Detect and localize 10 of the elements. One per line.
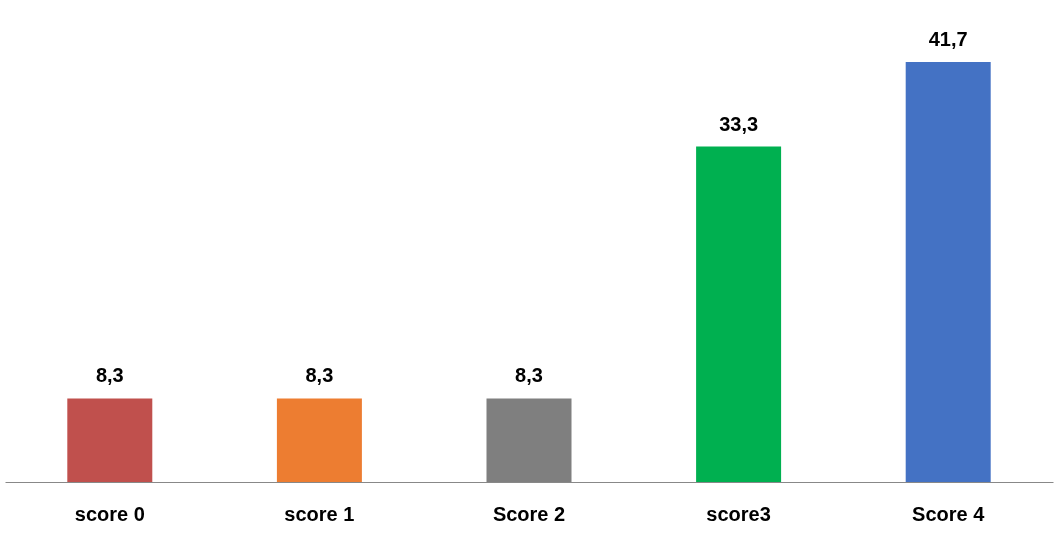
data-label: 41,7 (928, 28, 968, 50)
data-label: 8,3 (95, 364, 124, 387)
x-tick-label: Score 2 (492, 502, 566, 525)
x-tick-label: score3 (706, 502, 771, 525)
x-tick-label: score 1 (284, 502, 355, 525)
x-tick-label: score 0 (74, 502, 145, 525)
x-tick-label: Score 4 (912, 502, 986, 525)
data-label: 33,3 (719, 112, 759, 135)
data-label: 8,3 (515, 364, 543, 387)
data-label: 8,3 (305, 364, 334, 387)
